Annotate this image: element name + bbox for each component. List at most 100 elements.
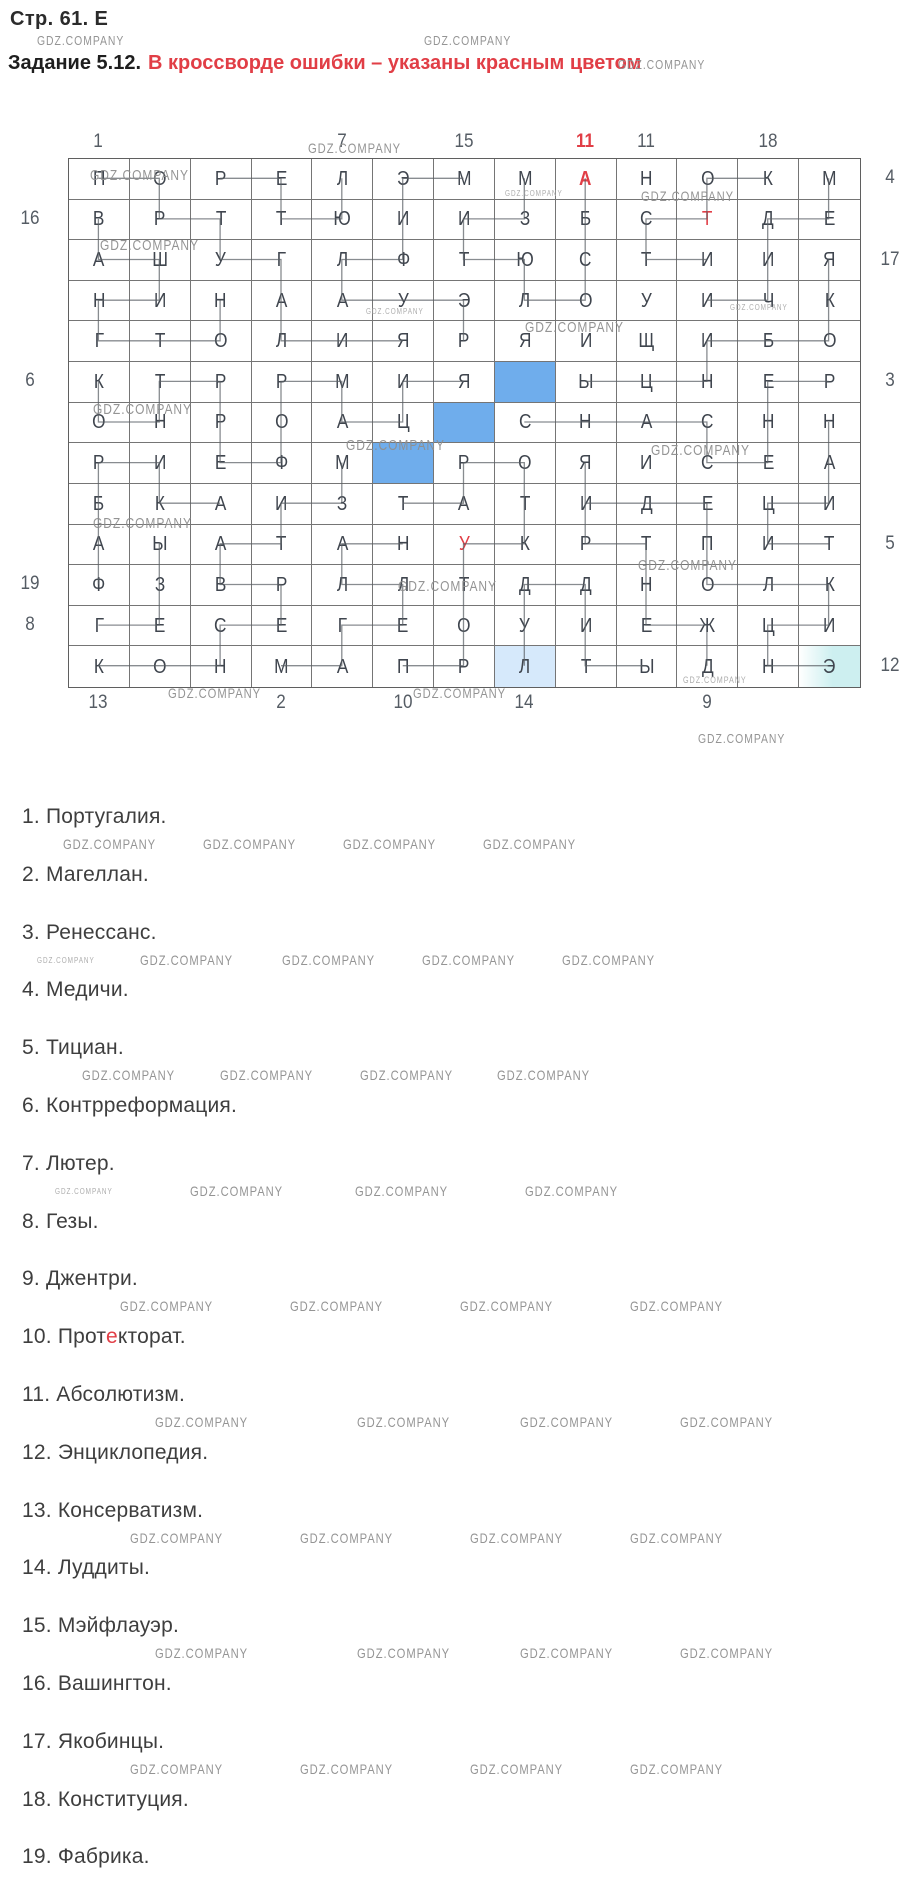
grid-letter: А — [336, 289, 349, 312]
grid-letter: Я — [396, 330, 410, 353]
grid-letter: Т — [641, 249, 652, 272]
word-list-item-1: 1. Португалия. — [22, 805, 167, 829]
grid-cell: Н — [191, 646, 252, 687]
watermark-text: GDZ.COMPANY — [497, 1067, 591, 1083]
grid-cell: Б — [738, 321, 800, 363]
grid-cell: О — [434, 605, 495, 647]
grid-cell: Л — [312, 240, 374, 281]
grid-cell: П — [373, 646, 435, 687]
watermark-text: GDZ.COMPANY — [360, 1067, 454, 1083]
watermark-text: GDZ.COMPANY — [651, 442, 751, 459]
grid-letter: Н — [640, 167, 653, 190]
watermark-text: GDZ.COMPANY — [683, 675, 747, 685]
grid-letter: Ы — [638, 655, 655, 678]
grid-cell: Е — [129, 605, 191, 647]
grid-letter: О — [578, 289, 593, 312]
grid-cell: С — [677, 402, 739, 444]
grid-letter: К — [763, 167, 774, 190]
grid-cell: И — [677, 240, 739, 281]
grid-letter: Р — [458, 655, 470, 678]
grid-cell: Е — [677, 483, 739, 525]
word-list-item-12: 12. Энциклопедия. — [22, 1441, 208, 1465]
grid-letter: Я — [823, 249, 836, 272]
grid-letter: Н — [640, 573, 653, 596]
grid-letter: Э — [823, 655, 836, 678]
grid-letter: Б — [762, 330, 774, 353]
grid-cell: Ч — [738, 280, 800, 322]
word-list-item-3: 3. Ренессанс. — [22, 921, 157, 945]
grid-letter: Н — [396, 533, 410, 556]
grid-cell: Ю — [494, 240, 556, 281]
word-text: Ренессанс. — [45, 921, 157, 944]
grid-cell: А — [312, 280, 374, 322]
grid-cell: Г — [69, 321, 130, 363]
clue-number-16: 16 — [20, 207, 40, 229]
watermark-text: GDZ.COMPANY — [93, 401, 193, 418]
grid-cell: Р — [190, 362, 252, 403]
grid-letter: К — [824, 289, 835, 312]
watermark-text: GDZ.COMPANY — [120, 1298, 214, 1314]
grid-letter: Т — [458, 249, 470, 272]
grid-letter: С — [640, 208, 653, 231]
grid-letter: Л — [336, 167, 348, 190]
grid-cell: Е — [799, 200, 860, 241]
clue-number-2: 2 — [276, 692, 286, 713]
grid-letter: И — [396, 208, 410, 231]
grid-cell: А — [312, 524, 374, 566]
word-list-item-10: 10. Протекторат. — [22, 1325, 186, 1349]
grid-cell: У — [434, 524, 495, 566]
grid-letter: Т — [519, 492, 531, 515]
clue-number-12: 12 — [880, 654, 900, 676]
clue-number-7: 7 — [337, 131, 347, 152]
grid-cell: И — [434, 199, 495, 241]
grid-cell: К — [799, 281, 860, 322]
clue-number-11: 11 — [637, 131, 655, 152]
grid-letter: С — [579, 249, 592, 272]
grid-letter: И — [762, 533, 775, 556]
word-list-item-number: 16. — [22, 1672, 58, 1695]
grid-letter: М — [335, 370, 350, 393]
grid-cell: М — [799, 159, 860, 200]
word-list-item-number: 6. — [22, 1094, 46, 1117]
grid-cell: Р — [251, 565, 313, 606]
grid-letter: Н — [823, 411, 836, 434]
grid-letter: Ф — [274, 452, 288, 475]
grid-letter: А — [823, 452, 836, 475]
grid-letter: Л — [275, 330, 288, 353]
grid-letter: Г — [94, 614, 104, 637]
word-list-item-18: 18. Конституция. — [22, 1788, 189, 1812]
grid-letter: Р — [154, 208, 166, 231]
clue-number-11: 11 — [576, 131, 595, 152]
grid-cell: С — [616, 199, 678, 241]
grid-letter: Я — [579, 452, 592, 475]
grid-letter: Т — [641, 533, 652, 556]
watermark-text: GDZ.COMPANY — [525, 1183, 619, 1199]
grid-cell: Э — [799, 646, 860, 687]
watermark-text: GDZ.COMPANY — [37, 33, 125, 48]
grid-cell-blue-marker — [494, 362, 556, 403]
watermark-text: GDZ.COMPANY — [357, 1645, 451, 1661]
word-list-item-15: 15. Мэйфлауэр. — [22, 1614, 179, 1638]
grid-cell: Р — [69, 443, 130, 484]
grid-cell: Т — [373, 483, 435, 525]
grid-letter: Л — [519, 289, 531, 312]
grid-letter: Е — [823, 208, 836, 231]
grid-letter: И — [275, 492, 288, 515]
grid-letter: Ю — [333, 208, 351, 231]
grid-letter: Т — [824, 533, 835, 556]
grid-cell: Д — [494, 565, 556, 606]
grid-letter: Г — [337, 614, 347, 637]
grid-cell: О — [130, 646, 191, 687]
grid-letter: Т — [276, 208, 287, 231]
word-list-item-number: 12. — [22, 1441, 58, 1464]
grid-cell: М — [434, 159, 495, 200]
watermark-text: GDZ.COMPANY — [470, 1530, 564, 1546]
grid-letter: Я — [457, 370, 471, 393]
word-text: Медичи. — [45, 978, 129, 1001]
watermark-text: GDZ.COMPANY — [638, 557, 738, 574]
grid-cell: А — [799, 443, 860, 484]
grid-letter: О — [700, 167, 715, 190]
grid-cell: К — [799, 565, 860, 606]
grid-letter: Н — [701, 370, 714, 393]
grid-letter: Н — [214, 289, 227, 312]
